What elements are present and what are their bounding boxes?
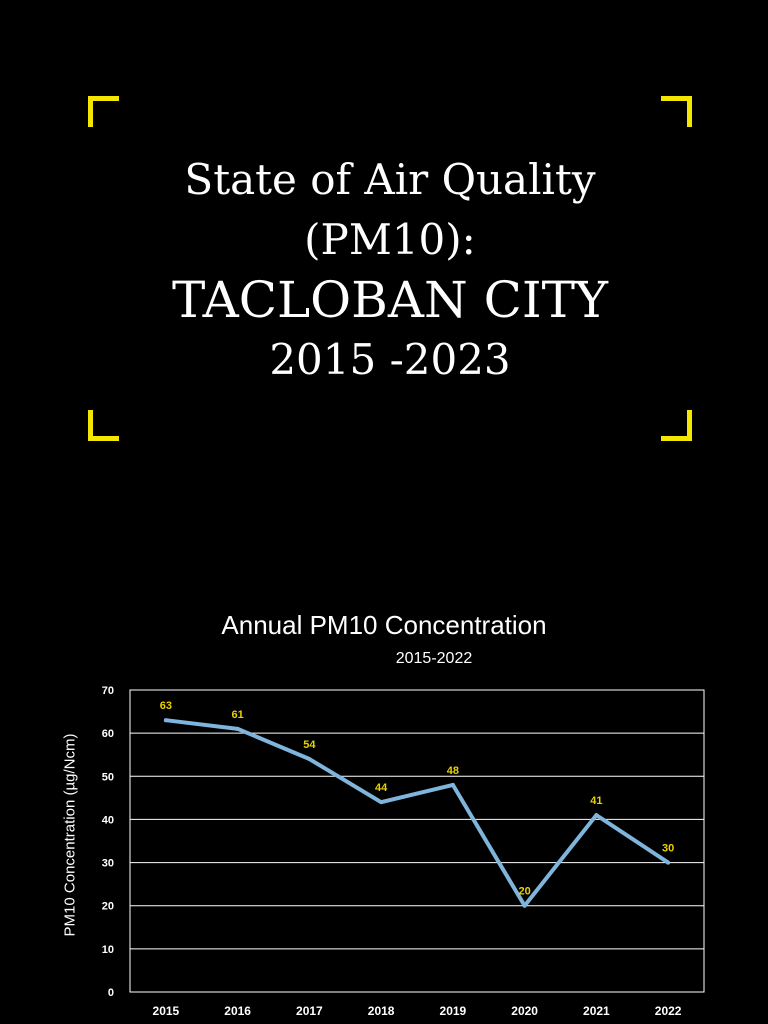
- y-tick-label: 40: [102, 814, 114, 826]
- data-point: [163, 718, 168, 723]
- y-tick-label: 10: [102, 944, 114, 956]
- y-tick-label: 60: [102, 728, 114, 740]
- chart-title: Annual PM10 Concentration: [221, 610, 547, 640]
- x-tick-label: 2019: [440, 1004, 467, 1018]
- plot-area: [129, 689, 705, 993]
- data-label: 63: [160, 700, 172, 712]
- series-line: [163, 718, 671, 908]
- data-point: [307, 757, 312, 762]
- data-point: [379, 800, 384, 805]
- frame-corner-bottom-right: [661, 410, 692, 441]
- title-line-1: State of Air Quality: [184, 155, 596, 204]
- x-tick-label: 2017: [296, 1004, 323, 1018]
- y-tick-label: 0: [108, 987, 114, 999]
- frame-corner-top-right: [661, 96, 692, 127]
- data-point: [450, 782, 455, 787]
- slide-title: State of Air Quality (PM10): TACLOBAN CI…: [110, 150, 670, 390]
- y-tick-label: 30: [102, 858, 114, 870]
- chart-subtitle: 2015-2022: [395, 650, 473, 667]
- data-label: 48: [447, 765, 459, 777]
- data-point: [666, 860, 671, 865]
- x-tick-label: 2018: [368, 1004, 395, 1018]
- data-label: 61: [232, 709, 244, 721]
- title-line-3: TACLOBAN CITY: [171, 271, 609, 329]
- y-tick-label: 50: [102, 771, 114, 783]
- title-line-4: 2015 -2023: [269, 335, 511, 384]
- data-label: 20: [519, 886, 531, 898]
- x-tick-label: 2022: [655, 1004, 682, 1018]
- x-tick-label: 2020: [511, 1004, 538, 1018]
- data-point: [235, 726, 240, 731]
- data-point: [522, 903, 527, 908]
- data-point: [594, 813, 599, 818]
- frame-corner-bottom-left: [88, 410, 119, 441]
- data-label: 44: [375, 782, 388, 794]
- data-label: 54: [303, 739, 316, 751]
- y-tick-label: 20: [102, 901, 114, 913]
- data-label: 41: [590, 795, 602, 807]
- x-tick-label: 2015: [153, 1004, 180, 1018]
- frame-corner-top-left: [88, 96, 119, 127]
- y-tick-label: 70: [102, 685, 114, 697]
- data-label: 30: [662, 843, 674, 855]
- x-tick-label: 2016: [224, 1004, 251, 1018]
- title-line-2: (PM10):: [304, 215, 476, 264]
- x-tick-label: 2021: [583, 1004, 610, 1018]
